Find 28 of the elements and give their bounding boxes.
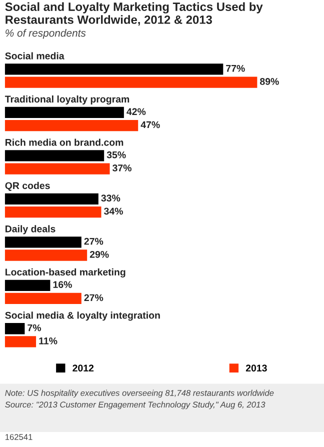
data-label: 34% — [104, 208, 123, 215]
legend-label: 2013 — [246, 364, 267, 372]
data-label: 11% — [39, 337, 58, 344]
data-label: 33% — [101, 194, 120, 202]
y-tick-label: Location-based marketing — [6, 268, 126, 278]
y-tick-label: Traditional loyalty program — [4, 95, 130, 105]
data-label: 47% — [140, 121, 160, 128]
data-label: 89% — [260, 78, 279, 85]
data-label: 27% — [84, 294, 104, 302]
y-tick-label: Social media — [5, 52, 64, 60]
chart-subtitle: % of respondents — [6, 29, 86, 39]
data-label: 77% — [226, 64, 245, 72]
source-note: Source: "2013 Customer Engagement Technology Study," Aug 6, 2013 — [5, 401, 266, 410]
chart-title: Social and Loyalty Marketing Tactics Used by Restaurants Worldwide, 2012 & 2013 — [5, 2, 263, 26]
data-label: 42% — [126, 108, 146, 116]
y-tick-label: QR codes — [5, 182, 50, 191]
data-label: 37% — [112, 164, 132, 172]
y-tick-label: Daily deals — [6, 225, 56, 234]
legend-label: 2012 — [72, 364, 94, 372]
data-label: 27% — [84, 238, 104, 245]
data-label: 35% — [106, 151, 126, 158]
y-tick-label: Rich media on brand.com — [6, 138, 124, 146]
text: Note: US hospitality executives overseeing 81,748 restaurants worldwide — [5, 390, 274, 398]
data-label: 29% — [90, 250, 109, 258]
text: 162541 — [5, 434, 32, 440]
data-label: 7% — [28, 324, 42, 332]
y-tick-label: Social media & loyalty integration — [5, 312, 160, 321]
data-label: 16% — [53, 281, 72, 288]
